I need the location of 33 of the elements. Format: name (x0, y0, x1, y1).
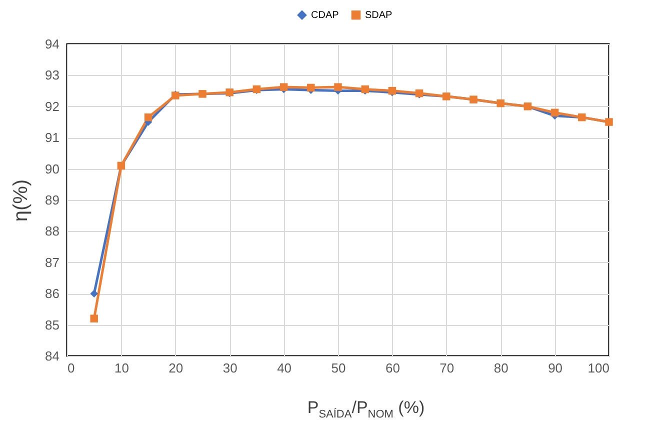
point (144, 113, 152, 122)
y-tick-label: 89 (45, 192, 60, 208)
x-tick-label: 10 (114, 360, 129, 376)
point (550, 108, 559, 117)
x-tick-label: 20 (168, 360, 184, 376)
x-tick-label: 50 (331, 360, 346, 376)
x-tick-label: 100 (588, 360, 610, 376)
point (90, 290, 98, 298)
legend-label: SDAP (365, 10, 393, 22)
y-tick-label: 93 (45, 68, 60, 83)
x-tick-label: 60 (385, 360, 400, 376)
y-tick-label: 94 (45, 36, 60, 52)
y-tick-label: 88 (45, 224, 60, 239)
x-tick-label: 80 (494, 360, 508, 376)
point (90, 314, 98, 322)
x-tick-label: 70 (440, 360, 454, 376)
point (280, 83, 288, 91)
point (307, 84, 315, 92)
x-tick-label: 0 (68, 360, 75, 376)
x-tick-label: 90 (548, 360, 563, 376)
y-tick-label: 91 (45, 130, 60, 146)
y-tick-label: 85 (45, 317, 60, 332)
y-tick-label: 90 (45, 161, 60, 176)
y-axis-title: η(%) (10, 179, 32, 222)
x-axis-title: P$_{SAÍDA}$/P$_{NOM}$ (%) (306, 398, 426, 420)
point (334, 83, 342, 91)
y-tick-label: 87 (45, 254, 60, 270)
y-tick-label: 92 (45, 98, 60, 114)
y-tick-label: 86 (45, 286, 60, 302)
legend-label: CDAP (311, 10, 340, 22)
y-tick-label: 84 (45, 348, 60, 364)
x-tick-label: 40 (277, 360, 292, 376)
x-tick-label: 30 (222, 360, 238, 376)
